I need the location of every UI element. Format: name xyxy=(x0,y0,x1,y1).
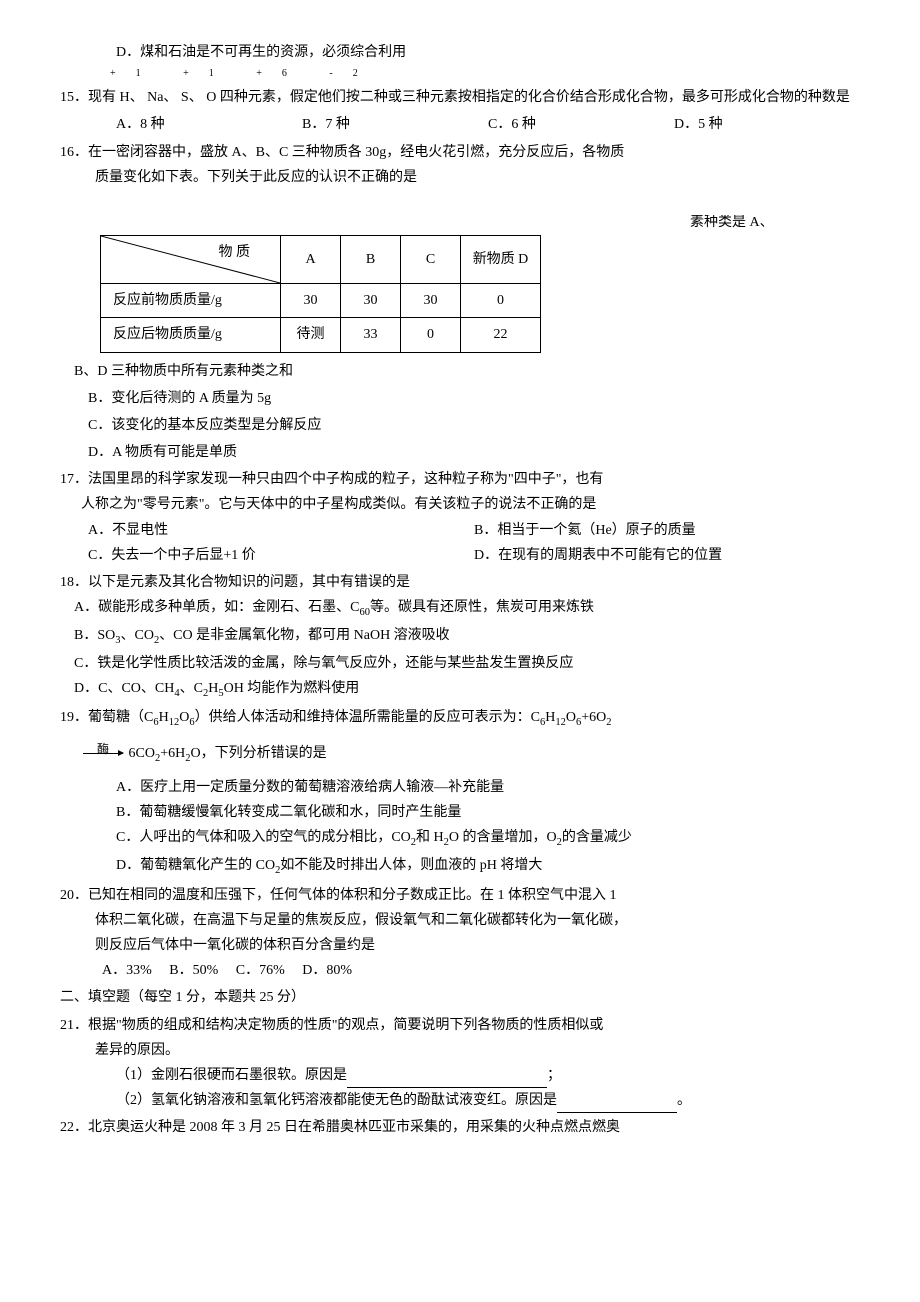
r2c2: 33 xyxy=(341,318,401,352)
q17-a: A．不显电性 xyxy=(88,518,474,543)
row2-label: 反应后物质质量/g xyxy=(101,318,281,352)
q18-d: D．C、CO、CH4、C2H5OH 均能作为燃料使用 xyxy=(60,676,860,704)
table-header-diag: 物 质 xyxy=(101,236,281,284)
q20-d: D．80% xyxy=(302,963,352,978)
r2c1: 待测 xyxy=(281,318,341,352)
q15-b: B．7 种 xyxy=(302,112,488,137)
q19-text: 19．葡萄糖（C6H12O6）供给人体活动和维持体温所需能量的反应可表示为：C6… xyxy=(60,705,860,733)
q17-text: 17．法国里昂的科学家发现一种只由四个中子构成的粒子，这种粒子称为"四中子"，也… xyxy=(60,467,860,517)
q16-option-a-aside: A．C 物质中所含有的元素种类是 A、 xyxy=(690,215,840,235)
q17-d: D．在现有的周期表中不可能有它的位置 xyxy=(474,543,860,568)
q15-c: C．6 种 xyxy=(488,112,674,137)
q15-text: 15．现有 H、 Na、 S、 O 四种元素，假定他们按二种或三种元素按相指定的… xyxy=(60,85,860,110)
r2c3: 0 xyxy=(401,318,461,352)
q21-sub1: （1）金刚石很硬而石墨很软。原因是； xyxy=(60,1063,860,1088)
q20-a: A．33% xyxy=(102,963,152,978)
q19-a: A．医疗上用一定质量分数的葡萄糖溶液给病人输液—补充能量 xyxy=(60,775,860,800)
col-c: C xyxy=(401,236,461,284)
q19-d: D．葡萄糖氧化产生的 CO2如不能及时排出人体，则血液的 pH 将增大 xyxy=(60,853,860,881)
reaction-arrow: 酶 xyxy=(83,753,123,754)
q20-options: A．33% B．50% C．76% D．80% xyxy=(60,958,860,983)
col-b: B xyxy=(341,236,401,284)
q18-b: B．SO3、CO2、CO 是非金属氧化物，都可用 NaOH 溶液吸收 xyxy=(60,623,860,651)
r2c4: 22 xyxy=(461,318,541,352)
section-2-header: 二、填空题（每空 1 分，本题共 25 分） xyxy=(60,985,860,1010)
q19-b: B．葡萄糖缓慢氧化转变成二氧化碳和水，同时产生能量 xyxy=(60,800,860,825)
r1c4: 0 xyxy=(461,284,541,318)
blank-2[interactable] xyxy=(557,1096,677,1113)
col-d: 新物质 D xyxy=(461,236,541,284)
q18-text: 18．以下是元素及其化合物知识的问题，其中有错误的是 xyxy=(60,570,860,595)
q14-option-d: D．煤和石油是不可再生的资源，必须综合利用 xyxy=(60,40,860,65)
q21-sub2: （2）氢氧化钠溶液和氢氧化钙溶液都能使无色的酚酞试液变红。原因是。 xyxy=(60,1088,860,1113)
q20-text: 20．已知在相同的温度和压强下，任何气体的体积和分子数成正比。在 1 体积空气中… xyxy=(60,883,860,959)
r1c3: 30 xyxy=(401,284,461,318)
q18-a: A．碳能形成多种单质，如：金刚石、石墨、C60等。碳具有还原性，焦炭可用来炼铁 xyxy=(60,595,860,623)
q17-row1: A．不显电性 B．相当于一个氦（He）原子的质量 xyxy=(60,518,860,543)
oxidation-annotation: +1 +1 +6 -2 xyxy=(60,65,860,83)
q20-b: B．50% xyxy=(169,963,218,978)
q16-c: C．该变化的基本反应类型是分解反应 xyxy=(60,413,860,438)
q15-options: A．8 种 B．7 种 C．6 种 D．5 种 xyxy=(60,112,860,137)
blank-1[interactable] xyxy=(347,1071,547,1088)
q16-table: 物 质 A B C 新物质 D 反应前物质质量/g 30 30 30 0 反应后… xyxy=(100,235,541,352)
q16-b: B．变化后待测的 A 质量为 5g xyxy=(60,386,860,411)
q19-c: C．人呼出的气体和吸入的空气的成分相比，CO2和 H2O 的含量增加，O2的含量… xyxy=(60,825,860,853)
q17-b: B．相当于一个氦（He）原子的质量 xyxy=(474,518,860,543)
q17-c: C．失去一个中子后显+1 价 xyxy=(88,543,474,568)
q16-text: 16．在一密闭容器中，盛放 A、B、C 三种物质各 30g，经电火花引燃，充分反… xyxy=(60,140,860,190)
q15-a: A．8 种 xyxy=(116,112,302,137)
r1c2: 30 xyxy=(341,284,401,318)
col-a: A xyxy=(281,236,341,284)
q18-c: C．铁是化学性质比较活泼的金属，除与氧气反应外，还能与某些盐发生置换反应 xyxy=(60,651,860,676)
q22-text: 22．北京奥运火种是 2008 年 3 月 25 日在希腊奥林匹亚市采集的，用采… xyxy=(60,1115,860,1140)
q16-d: D．A 物质有可能是单质 xyxy=(60,440,860,465)
q16-cont: B、D 三种物质中所有元素种类之和 xyxy=(60,359,860,384)
q20-c: C．76% xyxy=(236,963,285,978)
row1-label: 反应前物质质量/g xyxy=(101,284,281,318)
q17-row2: C．失去一个中子后显+1 价 D．在现有的周期表中不可能有它的位置 xyxy=(60,543,860,568)
q15-d: D．5 种 xyxy=(674,112,860,137)
q19-equation: 酶 6CO2+6H2O，下列分析错误的是 xyxy=(60,741,860,769)
q21-text: 21．根据"物质的组成和结构决定物质的性质"的观点，简要说明下列各物质的性质相似… xyxy=(60,1013,860,1063)
r1c1: 30 xyxy=(281,284,341,318)
